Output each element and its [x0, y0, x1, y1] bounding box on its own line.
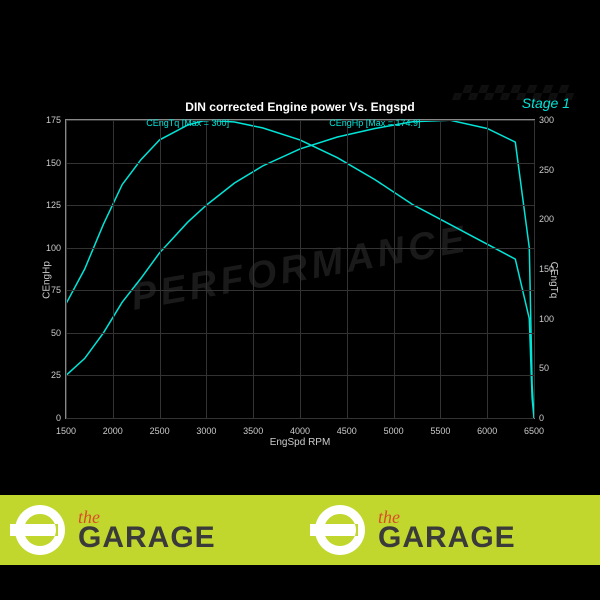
y-left-tick: 175 — [36, 115, 61, 125]
chart-title: DIN corrected Engine power Vs. Engspd — [20, 100, 580, 114]
y-right-tick: 300 — [539, 115, 564, 125]
y-right-tick: 0 — [539, 413, 564, 423]
y-right-tick: 250 — [539, 165, 564, 175]
footer-banner: the GARAGE the GARAGE — [0, 495, 600, 565]
x-tick: 6500 — [524, 426, 544, 436]
grid-line — [66, 120, 67, 418]
y-left-tick: 50 — [36, 328, 61, 338]
dyno-chart: DIN corrected Engine power Vs. Engspd St… — [20, 100, 580, 460]
logo-garage: GARAGE — [378, 525, 516, 551]
x-tick: 2500 — [150, 426, 170, 436]
grid-line — [66, 418, 534, 419]
x-tick: 3500 — [243, 426, 263, 436]
x-tick: 1500 — [56, 426, 76, 436]
grid-line — [206, 120, 207, 418]
plot-area: PERFORMANCE 0255075100125150175050100150… — [65, 119, 535, 419]
x-tick: 4500 — [337, 426, 357, 436]
y-right-tick: 200 — [539, 214, 564, 224]
grid-line — [487, 120, 488, 418]
y-left-tick: 0 — [36, 413, 61, 423]
x-tick: 4000 — [290, 426, 310, 436]
wrench-icon — [10, 500, 70, 560]
x-axis-label: EngSpd RPM — [270, 437, 331, 448]
series-label-CEngTq: CEngTq [Max = 300] — [146, 118, 229, 128]
x-tick: 5000 — [384, 426, 404, 436]
logo-text: the GARAGE — [378, 510, 516, 551]
y-left-tick: 25 — [36, 370, 61, 380]
y-right-tick: 50 — [539, 363, 564, 373]
x-tick: 3000 — [196, 426, 216, 436]
grid-line — [300, 120, 301, 418]
y-right-tick: 100 — [539, 314, 564, 324]
y-left-tick: 75 — [36, 285, 61, 295]
x-tick: 2000 — [103, 426, 123, 436]
grid-line — [160, 120, 161, 418]
y-left-tick: 150 — [36, 158, 61, 168]
logo-block-2: the GARAGE — [300, 495, 600, 565]
grid-line — [534, 120, 535, 418]
y-right-tick: 150 — [539, 264, 564, 274]
x-tick: 6000 — [477, 426, 497, 436]
y-left-tick: 100 — [36, 243, 61, 253]
grid-line — [440, 120, 441, 418]
grid-line — [347, 120, 348, 418]
wrench-icon — [310, 500, 370, 560]
y-left-tick: 125 — [36, 200, 61, 210]
series-label-CEngHp: CEngHp [Max = 174.9] — [329, 118, 420, 128]
grid-line — [113, 120, 114, 418]
logo-block-1: the GARAGE — [0, 495, 300, 565]
stage-label: Stage 1 — [522, 95, 570, 111]
grid-line — [253, 120, 254, 418]
x-tick: 5500 — [430, 426, 450, 436]
grid-line — [394, 120, 395, 418]
logo-text: the GARAGE — [78, 510, 216, 551]
logo-garage: GARAGE — [78, 525, 216, 551]
